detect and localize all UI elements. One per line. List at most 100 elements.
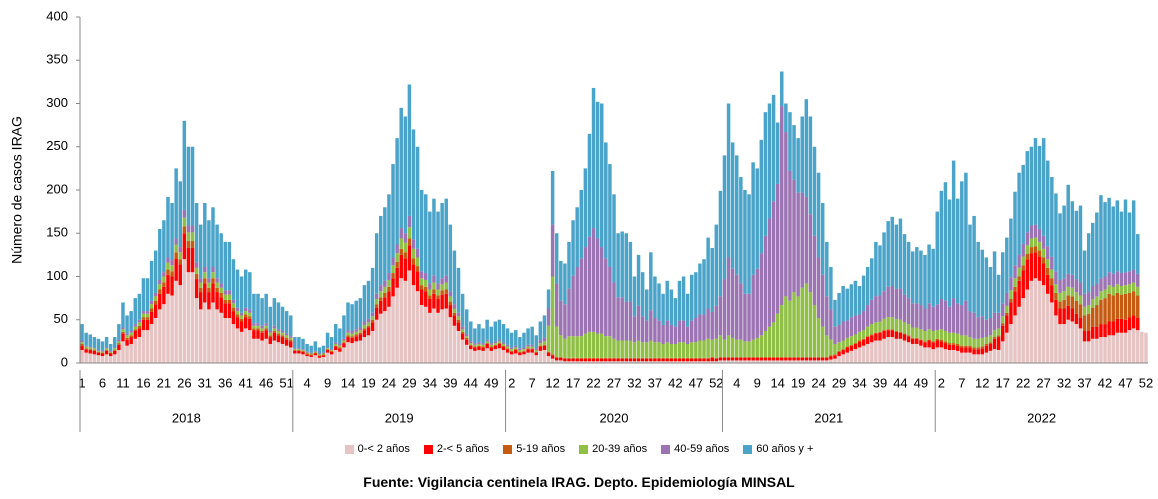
bar-segment — [190, 247, 195, 273]
bar-segment — [268, 343, 273, 363]
bar-segment — [644, 320, 649, 343]
bar-segment — [354, 331, 358, 335]
bar-segment — [534, 355, 538, 363]
bar-segment — [1115, 200, 1120, 272]
bar-segment — [264, 338, 268, 363]
bar-segment — [604, 361, 608, 363]
year-label: 2022 — [1027, 410, 1056, 425]
bar-segment — [616, 233, 620, 298]
bar-segment — [849, 345, 854, 351]
x-tick-label: 7 — [958, 375, 965, 390]
x-tick-label: 12 — [975, 375, 989, 390]
bar-segment — [599, 357, 604, 359]
bar-segment — [829, 356, 833, 360]
bar-segment — [599, 333, 604, 358]
bar-segment — [84, 346, 88, 349]
bar-segment — [530, 348, 534, 350]
bar-segment — [632, 276, 637, 317]
bar-segment — [137, 337, 142, 363]
bar-segment — [203, 202, 207, 267]
bar-segment — [730, 337, 735, 357]
bar-segment — [567, 361, 571, 363]
x-tick-label: 44 — [893, 375, 907, 390]
bar-segment — [955, 345, 960, 351]
bar-segment — [706, 357, 710, 359]
bar-segment — [1033, 278, 1038, 363]
legend-item: 20-39 años — [579, 443, 647, 455]
bar-segment — [256, 323, 260, 326]
bar-segment — [849, 344, 854, 346]
bar-segment — [816, 356, 821, 358]
bar-segment — [501, 345, 506, 347]
bar-segment — [313, 341, 318, 351]
bar-segment — [837, 350, 841, 352]
bar-segment — [313, 352, 318, 354]
bar-segment — [718, 356, 723, 358]
bar-segment — [1070, 308, 1075, 322]
bar-segment — [297, 350, 301, 351]
bar-segment — [276, 333, 281, 336]
bar-segment — [133, 338, 137, 363]
bar-segment — [1111, 273, 1115, 287]
bar-segment — [149, 308, 154, 312]
chart: Número de casos IRAG 0501001502002503003… — [9, 8, 1153, 432]
bar-segment — [599, 361, 604, 363]
bar-segment — [403, 233, 408, 243]
bar-segment — [522, 354, 526, 363]
bar-segment — [497, 348, 502, 363]
bar-segment — [808, 356, 813, 358]
bar-segment — [960, 347, 964, 353]
bar-segment — [591, 87, 596, 229]
bar-segment — [186, 272, 191, 363]
bar-segment — [288, 339, 293, 342]
bar-segment — [481, 343, 485, 345]
bar-segment — [886, 317, 890, 330]
bar-segment — [604, 358, 608, 362]
bar-segment — [636, 357, 641, 359]
bar-segment — [1140, 331, 1144, 363]
bar-segment — [411, 129, 416, 240]
x-tick-label: 19 — [361, 375, 375, 390]
bar-segment — [800, 287, 804, 357]
bar-segment — [874, 322, 878, 333]
x-tick-label: 31 — [198, 375, 212, 390]
bar-segment — [260, 325, 264, 329]
bar-segment — [767, 326, 772, 357]
bar-segment — [1000, 303, 1005, 317]
bar-segment — [113, 348, 117, 351]
bar-segment — [542, 344, 547, 346]
bar-segment — [1029, 247, 1034, 254]
bar-segment — [988, 318, 993, 336]
bar-segment — [1082, 250, 1087, 294]
bar-segment — [902, 234, 907, 295]
bar-segment — [718, 357, 723, 361]
bar-segment — [256, 328, 260, 331]
bar-segment — [751, 357, 755, 361]
bar-segment — [243, 317, 248, 329]
bar-segment — [334, 346, 338, 351]
bar-segment — [92, 350, 97, 351]
bar-segment — [559, 300, 563, 336]
bar-segment — [771, 356, 776, 358]
bar-segment — [554, 283, 559, 327]
bar-segment — [1017, 306, 1021, 363]
bar-segment — [1082, 306, 1087, 316]
bar-segment — [288, 347, 293, 363]
bar-segment — [231, 307, 236, 312]
bar-segment — [469, 341, 473, 344]
bar-segment — [235, 328, 240, 363]
bar-segment — [1017, 276, 1021, 281]
bar-segment — [1050, 177, 1054, 257]
bar-segment — [362, 328, 367, 331]
bar-segment — [317, 357, 322, 363]
legend-swatch — [743, 444, 753, 454]
bar-segment — [747, 194, 751, 294]
bar-segment — [812, 305, 817, 357]
bar-segment — [526, 328, 530, 345]
bar-segment — [972, 347, 976, 350]
bar-segment — [735, 360, 739, 363]
bar-segment — [976, 347, 980, 350]
bar-segment — [272, 340, 277, 363]
bar-segment — [669, 361, 674, 363]
bar-segment — [419, 305, 424, 363]
